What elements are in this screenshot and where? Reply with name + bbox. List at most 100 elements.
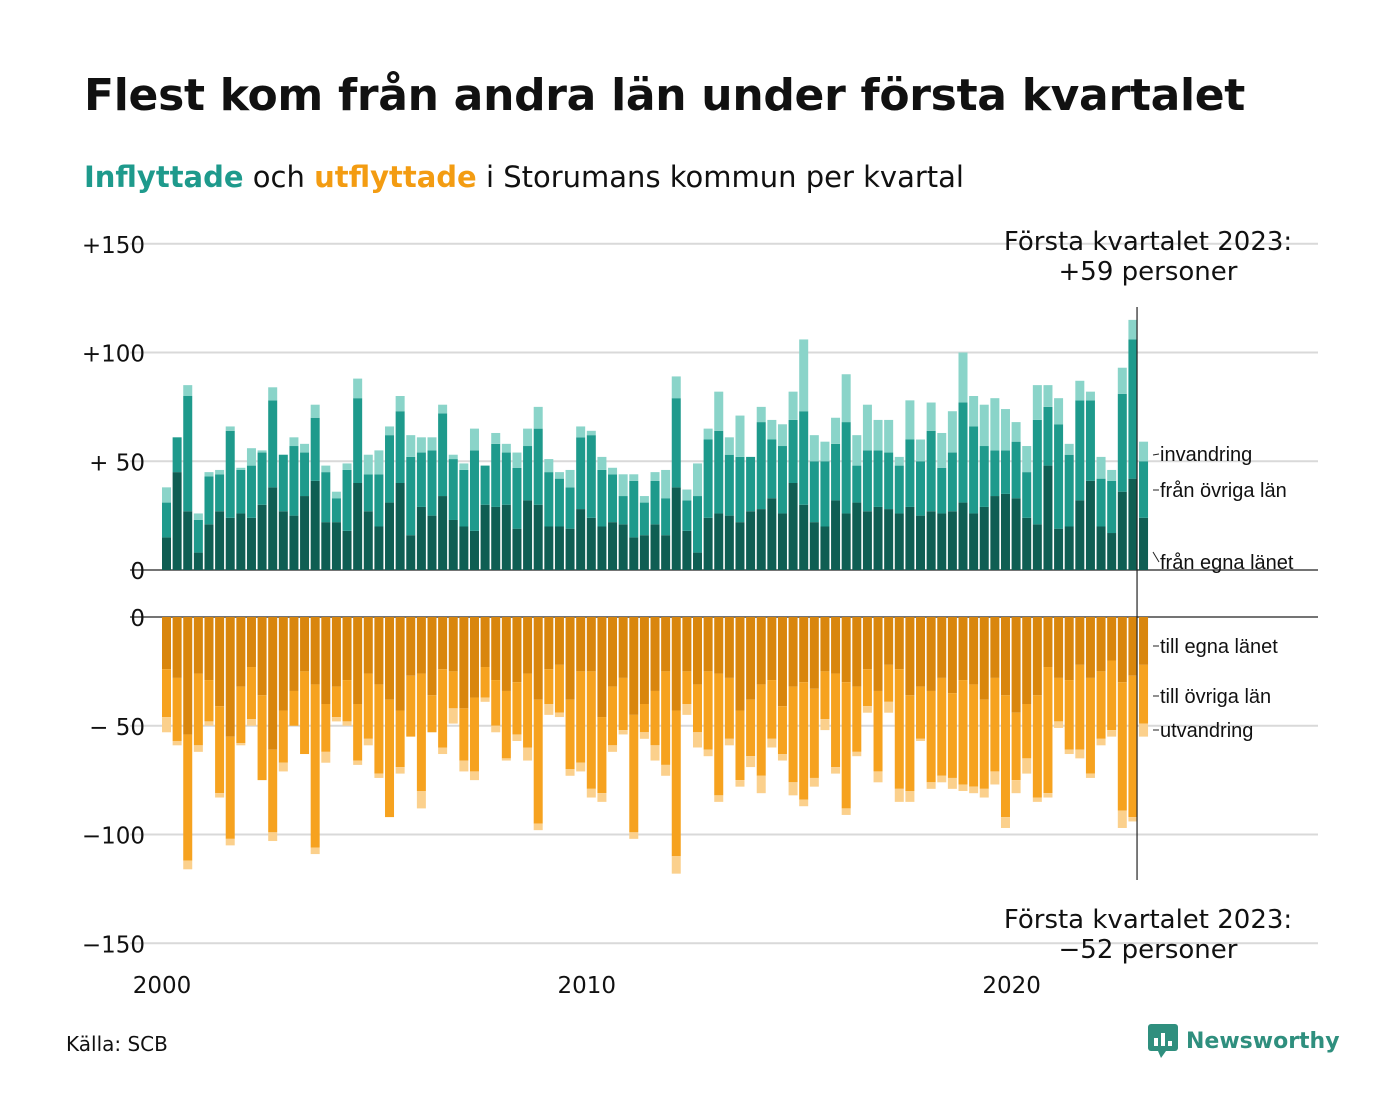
bar-inflow-own-county [172,472,182,570]
bar-outflow-other-county [1043,667,1053,794]
bar-outflow-own-county [629,617,639,715]
bar-inflow-other-county [693,496,702,553]
bar-outflow-other-county [1054,677,1064,722]
bar-outflow-own-county [671,617,681,711]
bar-inflow-own-county [1054,528,1064,570]
bar-outflow-emigration [735,780,745,787]
bar-inflow-immigration [576,426,586,438]
bar-inflow-other-county [788,419,798,483]
bar-inflow-own-county [703,517,713,570]
bar-outflow-emigration [884,701,894,713]
bar-inflow-other-county [533,428,543,505]
bar-outflow-other-county [788,686,798,783]
bar-outflow-emigration [448,708,458,724]
bar-inflow-immigration [523,428,533,447]
bar-inflow-other-county [639,502,649,536]
bar-outflow-emigration [1107,730,1117,737]
bar-outflow-other-county [608,686,618,746]
bar-outflow-emigration [204,721,214,726]
bar-inflow-immigration [1128,319,1138,340]
bar-outflow-own-county [894,617,904,670]
bar-outflow-other-county [374,684,384,774]
bar-outflow-own-county [501,617,511,691]
bar-inflow-other-county [724,454,734,516]
bar-outflow-other-county [501,690,511,759]
bar-inflow-other-county [852,465,862,503]
bar-inflow-immigration [385,426,395,436]
bar-outflow-own-county [300,617,310,672]
bar-outflow-emigration [809,777,819,787]
bar-inflow-other-county [300,452,310,497]
bar-outflow-own-county [873,617,883,691]
bar-outflow-emigration [533,823,543,831]
bar-inflow-own-county [979,506,989,570]
bar-outflow-emigration [767,738,777,748]
bar-inflow-immigration [438,404,448,414]
bar-inflow-own-county [193,552,203,570]
bar-outflow-own-county [1032,617,1042,696]
bar-outflow-own-county [204,617,214,681]
bar-outflow-own-county [1011,617,1021,713]
bar-outflow-other-county [321,704,331,752]
bar-outflow-emigration [852,751,862,757]
bar-outflow-emigration [1096,738,1106,746]
annotation-top-text: +59 personer [1059,257,1238,287]
series-label-leader [1152,453,1160,456]
bar-outflow-other-county [979,699,989,789]
bar-inflow-own-county [1085,480,1095,570]
bar-inflow-other-county [331,498,341,523]
bar-outflow-own-county [608,617,618,687]
bar-inflow-immigration [947,411,957,453]
annotation-top-text: Första kvartalet 2023: [1004,227,1292,257]
legend-to-other-counties: till övriga län [1160,686,1271,708]
bar-outflow-other-county [162,669,171,718]
bar-outflow-emigration [1022,758,1032,774]
bar-outflow-own-county [193,617,203,674]
subtitle-rest: i Storumans kommun per kvartal [485,160,964,194]
bar-inflow-other-county [916,461,926,516]
bar-inflow-other-county [162,502,171,538]
bar-inflow-other-county [661,498,671,536]
bar-inflow-immigration [501,443,511,453]
bar-outflow-own-county [724,617,734,678]
bar-inflow-own-county [544,526,554,570]
bar-inflow-other-county [438,413,448,497]
bar-inflow-own-county [162,537,171,570]
bar-inflow-other-county [554,478,564,527]
bar-outflow-emigration [831,767,841,774]
bar-inflow-immigration [1096,456,1106,479]
bar-inflow-other-county [873,450,883,507]
bar-inflow-immigration [193,513,203,520]
bar-outflow-own-county [215,617,225,707]
bar-inflow-other-county [682,500,692,531]
bar-outflow-emigration [459,760,469,772]
bar-inflow-other-county [905,439,915,507]
bar-inflow-other-county [225,430,235,518]
bar-outflow-other-county [416,673,426,791]
bar-inflow-other-county [703,439,713,518]
bar-inflow-immigration [1022,446,1032,473]
x-tick-label: 2020 [982,973,1041,999]
bar-outflow-emigration [1064,749,1074,755]
bar-outflow-emigration [501,758,511,761]
bar-inflow-immigration [671,376,681,399]
y-tick-label-top: 0 [130,559,145,585]
bar-outflow-own-county [289,617,299,691]
legend-to-own-county: till egna länet [1160,636,1278,658]
bar-inflow-own-county [1000,493,1010,570]
bar-inflow-own-county [682,530,692,570]
bar-outflow-other-county [193,673,203,746]
bar-outflow-other-county [1107,660,1117,731]
bar-outflow-emigration [746,756,756,768]
bar-inflow-other-county [1117,393,1127,492]
bar-inflow-other-county [246,465,256,518]
bar-outflow-other-county [820,671,830,720]
bar-inflow-immigration [310,404,320,418]
bar-inflow-own-county [523,500,533,570]
bar-outflow-other-county [947,693,957,778]
bar-outflow-other-county [480,667,490,698]
bar-outflow-own-county [735,617,745,711]
bar-inflow-immigration [342,463,352,470]
bar-inflow-own-county [554,526,564,570]
bar-inflow-own-county [1117,491,1127,570]
